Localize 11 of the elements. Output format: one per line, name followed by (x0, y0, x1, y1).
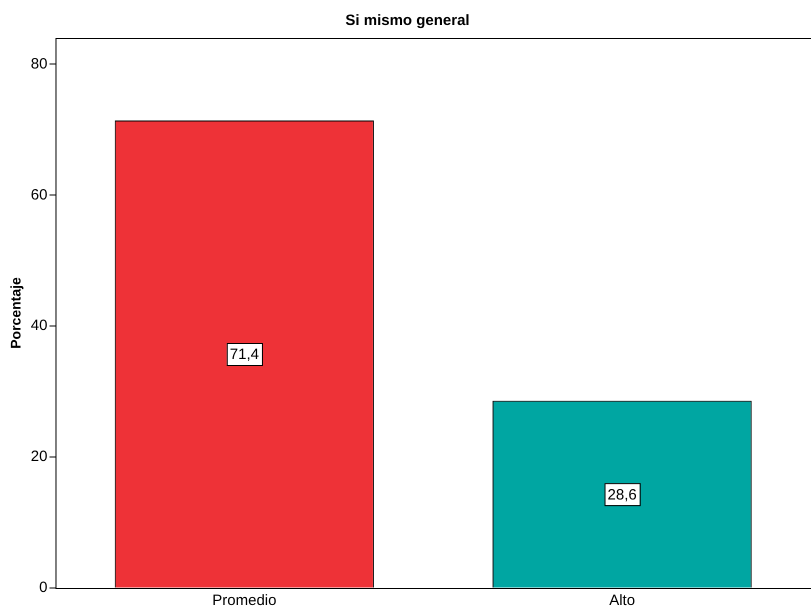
x-tick-label: Alto (609, 592, 636, 610)
x-tick-label: Promedio (212, 592, 276, 610)
y-tick-label: 40 (30, 317, 48, 334)
y-axis-title: Porcentaje (7, 276, 24, 349)
data-label: 28,6 (608, 486, 637, 504)
data-label: 71,4 (230, 346, 259, 364)
y-tick-label: 60 (30, 186, 48, 204)
chart-title: Si mismo general (345, 12, 470, 30)
y-tick-label: 80 (30, 55, 48, 72)
y-tick-label: 0 (39, 579, 48, 596)
y-tick-label: 20 (30, 448, 48, 466)
